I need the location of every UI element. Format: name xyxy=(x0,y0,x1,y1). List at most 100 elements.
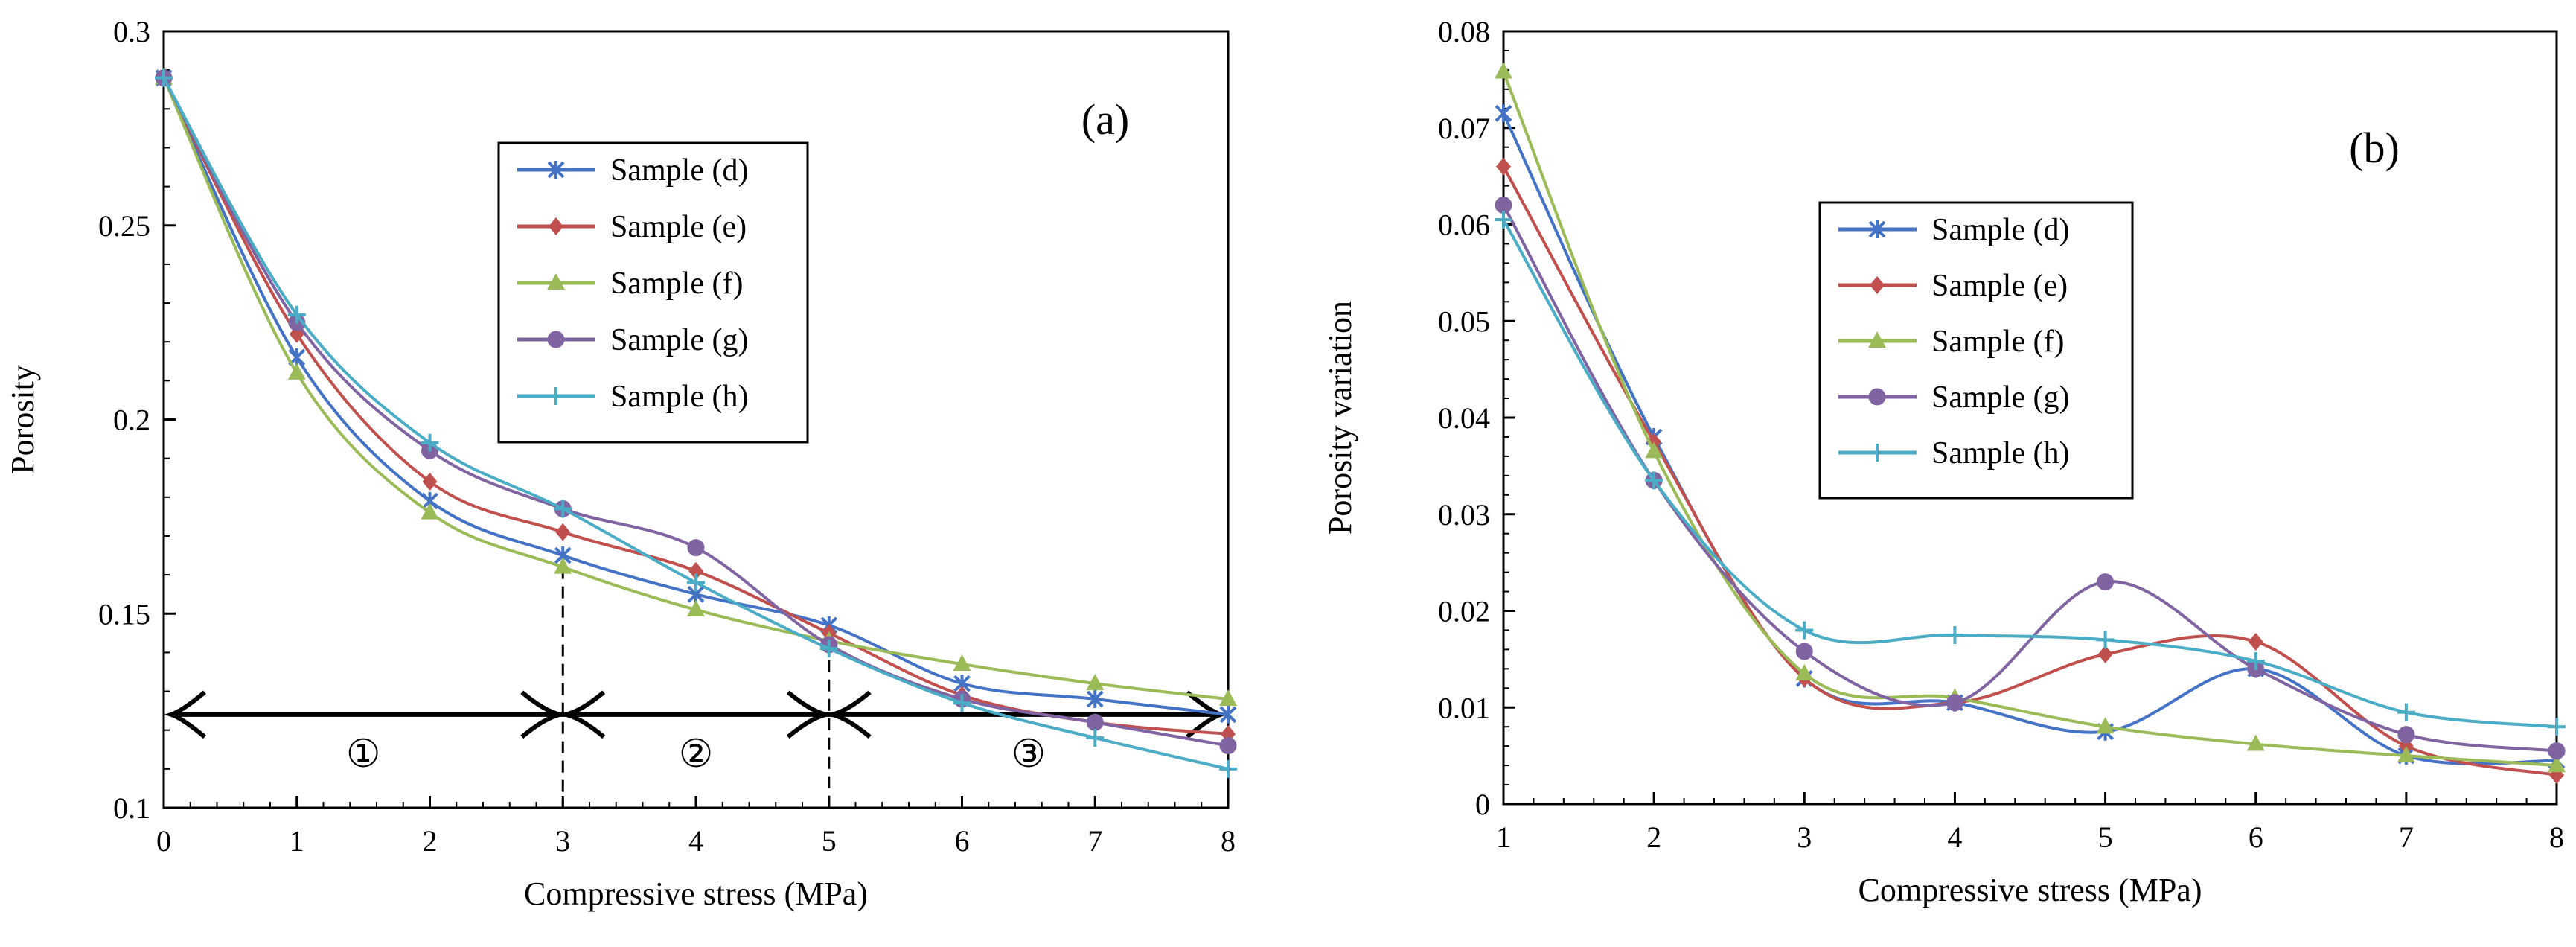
x-tick-label: 0 xyxy=(156,824,171,858)
data-point xyxy=(687,573,705,592)
legend-entry: Sample (f) xyxy=(610,267,743,301)
data-point xyxy=(2246,734,2265,751)
region-label: ② xyxy=(679,732,714,777)
data-point xyxy=(2548,718,2566,736)
legend-entry: Sample (d) xyxy=(1931,213,2069,247)
y-tick-label: 0.05 xyxy=(1438,304,1490,338)
y-tick-label: 0.08 xyxy=(1438,15,1490,48)
data-point xyxy=(1495,211,1512,229)
data-point xyxy=(1495,62,1512,79)
data-point xyxy=(287,363,306,380)
x-tick-label: 1 xyxy=(1496,820,1511,854)
y-tick-label: 0.02 xyxy=(1438,595,1490,628)
data-point xyxy=(1946,625,1964,644)
legend-entry: Sample (f) xyxy=(1931,325,2064,359)
data-point xyxy=(555,523,571,541)
data-point xyxy=(421,503,439,520)
x-tick-label: 1 xyxy=(290,824,304,858)
x-tick-label: 3 xyxy=(555,824,570,858)
region-arrowhead xyxy=(786,690,827,739)
x-tick-label: 2 xyxy=(1646,820,1661,854)
region-label: ① xyxy=(346,732,381,777)
legend-marker xyxy=(1868,331,1886,348)
x-tick-label: 3 xyxy=(1797,820,1812,854)
chart-panel-b: 0 0.01 0.02 0.03 0.04 0.05 0.06 0.07 0.08 1 2 3 4 5 6 7… xyxy=(1322,15,2566,908)
data-point xyxy=(819,640,838,658)
region-label: ③ xyxy=(1011,732,1046,777)
data-point xyxy=(1219,737,1237,755)
legend-entry: Sample (h) xyxy=(610,380,748,414)
x-axis-title: Compressive stress (MPa) xyxy=(524,876,868,912)
data-point xyxy=(2248,633,2263,651)
data-point xyxy=(953,654,971,672)
data-point xyxy=(422,472,438,491)
legend-marker xyxy=(547,387,565,405)
y-tick-label: 0.01 xyxy=(1438,691,1490,724)
data-point xyxy=(1795,643,1813,660)
data-point xyxy=(1219,689,1237,706)
region-arrowhead xyxy=(831,690,872,739)
data-point xyxy=(1219,759,1237,778)
legend-entry: Sample (e) xyxy=(1931,269,2068,303)
y-tick-label: 0.2 xyxy=(113,404,150,437)
data-point xyxy=(1219,705,1237,724)
data-point xyxy=(2096,631,2115,649)
data-point xyxy=(687,539,705,557)
x-tick-label: 4 xyxy=(1947,820,1962,854)
series-line xyxy=(1502,219,2557,729)
legend-marker xyxy=(1868,444,1886,462)
legend-marker xyxy=(547,273,565,290)
data-point xyxy=(1946,694,1963,712)
x-tick-label: 2 xyxy=(423,824,438,858)
data-point xyxy=(1086,689,1104,708)
data-point xyxy=(2397,726,2415,744)
legend-entry: Sample (d) xyxy=(610,153,748,188)
data-point xyxy=(1495,104,1512,123)
data-point xyxy=(2246,651,2265,670)
data-point xyxy=(1645,441,1663,459)
x-tick-label: 8 xyxy=(2549,820,2564,854)
data-point xyxy=(155,68,173,87)
y-axis-title: Porosity variation xyxy=(1322,301,1358,535)
legend-box xyxy=(497,141,809,444)
data-point xyxy=(953,694,971,712)
data-point xyxy=(1086,713,1104,731)
region-arrowhead-left xyxy=(164,690,206,739)
y-tick-label: 0.3 xyxy=(113,15,150,48)
legend-entry: Sample (e) xyxy=(610,210,747,244)
data-point xyxy=(554,500,572,518)
legend-entry: Sample (g) xyxy=(1931,380,2069,415)
data-point xyxy=(1496,157,1511,176)
data-point xyxy=(2397,703,2415,721)
x-tick-label: 7 xyxy=(2399,820,2414,854)
x-tick-label: 4 xyxy=(688,824,703,858)
series-line xyxy=(1502,112,2557,765)
data-point xyxy=(2097,573,2115,591)
data-point xyxy=(1795,621,1814,640)
data-point xyxy=(1086,674,1105,691)
series-line xyxy=(162,77,1229,771)
data-point xyxy=(421,433,439,452)
legend-entry: Sample (g) xyxy=(610,323,748,357)
x-tick-label: 5 xyxy=(2098,820,2113,854)
data-point xyxy=(2548,742,2566,760)
y-tick-label: 0 xyxy=(1475,788,1490,821)
legend-marker xyxy=(547,331,565,348)
data-point xyxy=(1645,471,1663,490)
region-arrowhead xyxy=(520,690,561,739)
data-point xyxy=(554,557,572,574)
y-tick-label: 0.1 xyxy=(113,791,150,825)
x-tick-label: 7 xyxy=(1087,824,1102,858)
legend-box xyxy=(1818,201,2134,500)
y-tick-label: 0.15 xyxy=(98,597,150,631)
y-tick-label: 0.04 xyxy=(1438,401,1490,435)
panel-label: (a) xyxy=(1081,95,1129,144)
data-point xyxy=(688,561,703,580)
panel-label: (b) xyxy=(2349,124,2400,172)
y-axis-title: Porosity xyxy=(4,365,41,474)
data-point xyxy=(1795,663,1814,680)
data-point xyxy=(287,305,306,324)
chart-panel-a: 0.1 0.15 0.2 0.25 0.3 0 1 2 3 4 5 6 7 8 Compressive st… xyxy=(4,15,1237,912)
y-tick-label: 0.25 xyxy=(98,209,150,243)
